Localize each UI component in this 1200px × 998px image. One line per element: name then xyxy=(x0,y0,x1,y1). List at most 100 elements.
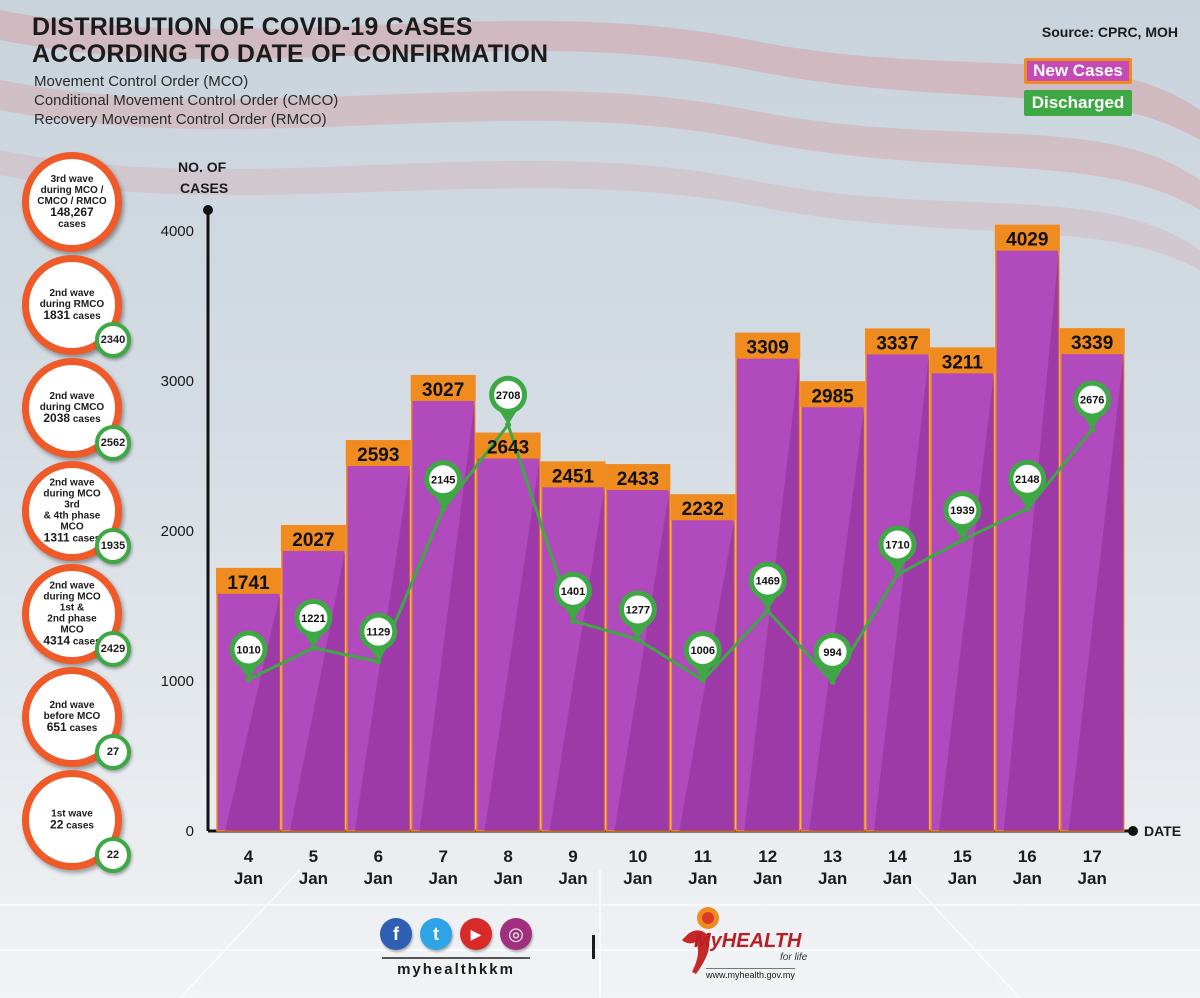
x-tick-label: 16 xyxy=(1018,847,1037,866)
discharged-value-label: 2148 xyxy=(1015,474,1039,486)
discharged-point xyxy=(375,658,382,665)
wave-count: 4314 xyxy=(43,633,71,648)
bar-value-label: 1741 xyxy=(227,573,270,594)
y-tick-label: 1000 xyxy=(161,673,194,690)
discharged-marker-inner xyxy=(299,603,328,632)
x-tick-label: Jan xyxy=(1078,869,1107,888)
x-axis-label: DATE xyxy=(1144,823,1181,839)
instagram-icon[interactable]: ◎ xyxy=(500,918,532,950)
bar-cap xyxy=(1059,328,1125,355)
discharged-point xyxy=(829,678,836,685)
y-axis-label: NO. OF xyxy=(178,159,227,175)
bar-value-label: 2232 xyxy=(682,499,724,520)
title-line-2: ACCORDING TO DATE OF CONFIRMATION xyxy=(32,40,549,68)
wave-line: CMCO / RMCO xyxy=(37,196,107,207)
wave-line: 1st wave xyxy=(51,808,93,820)
facebook-icon[interactable]: f xyxy=(380,918,412,950)
x-tick-label: Jan xyxy=(558,869,587,888)
discharged-value-label: 1006 xyxy=(691,645,715,657)
wave-circle: 2nd wave during CMCO 2038 cases 2562 xyxy=(22,358,131,461)
discharged-value-label: 2708 xyxy=(496,390,520,402)
discharged-point xyxy=(245,676,252,683)
wave-line: during MCO 1st & xyxy=(43,591,101,614)
wave-unit: cases xyxy=(66,820,94,832)
x-tick-label: Jan xyxy=(234,869,263,888)
subtitle: Movement Control Order (MCO) Conditional… xyxy=(34,72,338,129)
legend-new-cases: New Cases xyxy=(1024,58,1132,84)
x-tick-label: Jan xyxy=(1013,869,1042,888)
x-tick-label: 4 xyxy=(244,847,254,866)
wave-discharged-badge: 2562 xyxy=(95,425,131,461)
x-tick-label: 9 xyxy=(568,847,577,866)
wave-text: 2nd wave during RMCO 1831 cases xyxy=(37,288,107,322)
y-axis-label: CASES xyxy=(180,180,228,196)
youtube-icon[interactable]: ▶ xyxy=(460,918,492,950)
discharged-point xyxy=(894,571,901,578)
discharged-marker-inner xyxy=(429,465,458,494)
wave-unit: cases xyxy=(72,414,101,425)
discharged-marker-inner xyxy=(883,530,912,559)
discharged-marker-inner xyxy=(559,576,587,605)
wave-count: 22 xyxy=(50,817,64,832)
logo-my: My xyxy=(694,930,722,952)
bar-shade xyxy=(874,354,929,831)
wave-line: before MCO xyxy=(43,711,101,722)
x-tick-label: 6 xyxy=(374,847,383,866)
wave-circle: 2nd wave during MCO 1st & 2nd phase MCO … xyxy=(22,564,131,667)
wave-circle: 2nd wave during RMCO 1831 cases 2340 xyxy=(22,255,131,358)
twitter-icon[interactable]: t xyxy=(420,918,452,950)
discharged-marker-inner xyxy=(948,496,977,525)
wave-discharged-badge: 2429 xyxy=(95,631,131,667)
x-tick-label: Jan xyxy=(688,869,717,888)
bar-value-label: 2985 xyxy=(811,386,854,407)
wave-discharged-badge: 22 xyxy=(95,837,131,873)
wave-line: during RMCO xyxy=(39,299,105,310)
bar-value-label: 2593 xyxy=(357,445,399,466)
discharged-point xyxy=(1089,426,1096,433)
footer-separator xyxy=(592,935,595,959)
x-tick-label: Jan xyxy=(818,869,847,888)
bar-cap xyxy=(540,461,606,488)
bar-shade xyxy=(549,487,605,831)
source-label: Source: CPRC, MOH xyxy=(1041,24,1178,40)
bar-shade xyxy=(225,593,280,831)
wave-unit: cases xyxy=(72,533,101,545)
bar-shade xyxy=(938,373,994,831)
wave-count: 1311 xyxy=(43,530,70,545)
logo-url: www.myhealth.gov.my xyxy=(706,968,795,980)
y-tick-label: 4000 xyxy=(161,223,194,240)
wave-line: 2nd wave xyxy=(49,288,95,299)
page-title: DISTRIBUTION OF COVID-19 CASES ACCORDING… xyxy=(32,14,548,68)
bar-shade xyxy=(1003,250,1059,831)
bar-shade xyxy=(679,520,735,831)
discharged-value-label: 2145 xyxy=(431,474,455,486)
title-line-1: DISTRIBUTION OF COVID-19 CASES xyxy=(32,13,473,41)
x-tick-label: 10 xyxy=(628,847,647,866)
wave-circle: 1st wave 22 cases 22 xyxy=(22,770,131,873)
social-handle: myhealthkkm xyxy=(382,957,530,978)
bar-cap xyxy=(735,332,801,359)
wave-discharged-badge: 2340 xyxy=(95,322,131,358)
x-tick-label: 11 xyxy=(694,847,712,866)
wave-text: 2nd wave before MCO 651 cases xyxy=(37,700,107,734)
wave-discharged-badge: 27 xyxy=(95,734,131,770)
wave-circle: 2nd wave during MCO 3rd & 4th phase MCO … xyxy=(22,461,131,564)
bar-shade xyxy=(484,458,540,831)
subtitle-line: Recovery Movement Control Order (RMCO) xyxy=(34,111,327,128)
x-tick-label: Jan xyxy=(429,869,458,888)
myhealth-logo-figure-icon xyxy=(682,907,719,974)
discharged-value-label: 994 xyxy=(823,647,842,659)
bar-shade xyxy=(614,490,670,831)
discharged-point xyxy=(764,607,771,614)
x-tick-label: Jan xyxy=(623,869,652,888)
discharged-marker-inner xyxy=(818,637,847,666)
x-tick-label: Jan xyxy=(364,869,393,888)
discharged-value-label: 2676 xyxy=(1080,395,1104,407)
wave-circle: 3rd wave during MCO / CMCO / RMCO 148,26… xyxy=(22,152,122,252)
wave-text: 1st wave 22 cases xyxy=(37,809,107,832)
x-tick-label: Jan xyxy=(493,869,522,888)
y-axis-cap xyxy=(203,205,213,215)
discharged-value-label: 1277 xyxy=(626,604,650,616)
subtitle-line: Movement Control Order (MCO) xyxy=(34,73,249,90)
wave-unit: cases xyxy=(69,723,98,734)
